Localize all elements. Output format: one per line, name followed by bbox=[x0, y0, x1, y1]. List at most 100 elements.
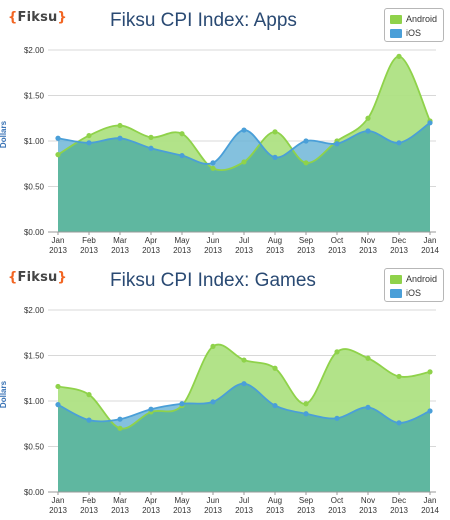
x-tick-label: Jun bbox=[207, 236, 220, 245]
android-point bbox=[117, 122, 123, 129]
android-point bbox=[241, 357, 247, 363]
ios-point bbox=[334, 415, 340, 421]
ios-point bbox=[55, 135, 61, 141]
android-point bbox=[86, 132, 92, 139]
ios-point bbox=[334, 141, 340, 147]
x-tick-label: Mar bbox=[113, 496, 127, 505]
x-tick-label: 2014 bbox=[421, 246, 439, 255]
legend-item-android[interactable]: Android bbox=[390, 14, 437, 24]
x-tick-label: Apr bbox=[145, 236, 158, 245]
x-tick-label: Oct bbox=[331, 496, 344, 505]
legend-label: Android bbox=[406, 14, 438, 24]
ios-point bbox=[241, 381, 247, 387]
x-tick-label: Dec bbox=[392, 496, 406, 505]
x-tick-label: Sep bbox=[299, 236, 314, 245]
x-tick-label: Aug bbox=[268, 236, 282, 245]
ios-point bbox=[179, 152, 185, 159]
ios-point bbox=[148, 145, 154, 151]
legend-item-ios[interactable]: iOS bbox=[390, 28, 421, 38]
y-tick-label: $2.00 bbox=[24, 46, 45, 55]
android-point bbox=[365, 115, 371, 121]
fiksu-logo: {Fiksu} bbox=[8, 10, 67, 25]
x-tick-label: 2013 bbox=[359, 506, 377, 515]
android-point bbox=[396, 373, 402, 380]
android-point bbox=[86, 392, 92, 398]
android-point bbox=[272, 129, 278, 135]
ios-point bbox=[55, 402, 61, 408]
x-tick-label: 2013 bbox=[173, 506, 191, 515]
y-tick-label: $1.50 bbox=[24, 92, 45, 101]
x-tick-label: 2013 bbox=[328, 506, 346, 515]
y-tick-label: $1.50 bbox=[24, 352, 45, 361]
android-point bbox=[117, 425, 123, 431]
chart-legend[interactable]: Android iOS bbox=[384, 8, 444, 42]
y-tick-label: $0.50 bbox=[24, 443, 45, 452]
ios-point bbox=[86, 417, 92, 423]
legend-item-android[interactable]: Android bbox=[390, 274, 437, 284]
x-tick-label: 2013 bbox=[142, 506, 160, 515]
ios-point bbox=[272, 402, 278, 409]
legend-item-ios[interactable]: iOS bbox=[390, 288, 421, 298]
legend-label: iOS bbox=[406, 28, 422, 38]
x-tick-label: Sep bbox=[299, 496, 314, 505]
x-tick-label: 2013 bbox=[297, 506, 315, 515]
x-tick-label: 2013 bbox=[297, 246, 315, 255]
chart-title: Fiksu CPI Index: Apps bbox=[110, 10, 297, 31]
x-tick-label: 2013 bbox=[111, 506, 129, 515]
android-swatch bbox=[390, 14, 402, 24]
x-tick-label: 2013 bbox=[359, 246, 377, 255]
ios-swatch bbox=[390, 288, 402, 298]
ios-point bbox=[272, 154, 278, 160]
x-tick-label: Aug bbox=[268, 496, 282, 505]
x-tick-label: Dec bbox=[392, 236, 406, 245]
x-tick-label: Jan bbox=[424, 496, 437, 505]
ios-point bbox=[427, 408, 433, 414]
ios-point bbox=[365, 128, 371, 134]
x-tick-label: Jun bbox=[207, 496, 220, 505]
x-tick-label: May bbox=[174, 496, 189, 505]
x-tick-label: 2013 bbox=[204, 246, 222, 255]
x-tick-label: Jul bbox=[239, 496, 249, 505]
games-chart-panel: {Fiksu} Fiksu CPI Index: Games Android i… bbox=[0, 260, 450, 520]
ios-point bbox=[365, 404, 371, 410]
y-tick-label: $1.00 bbox=[24, 397, 45, 406]
x-tick-label: 2013 bbox=[80, 506, 98, 515]
ios-point bbox=[117, 416, 123, 422]
x-tick-label: Nov bbox=[361, 496, 375, 505]
x-tick-label: 2013 bbox=[390, 246, 408, 255]
android-point bbox=[303, 401, 309, 407]
ios-point bbox=[241, 127, 247, 133]
legend-label: Android bbox=[406, 274, 438, 284]
ios-point bbox=[210, 399, 216, 405]
x-tick-label: 2013 bbox=[49, 246, 67, 255]
ios-point bbox=[396, 420, 402, 426]
x-tick-label: 2013 bbox=[173, 246, 191, 255]
x-tick-label: 2013 bbox=[204, 506, 222, 515]
chart-title: Fiksu CPI Index: Games bbox=[110, 270, 316, 291]
x-tick-label: Mar bbox=[113, 236, 127, 245]
legend-label: iOS bbox=[406, 288, 422, 298]
ios-point bbox=[303, 411, 309, 417]
x-tick-label: Feb bbox=[82, 496, 96, 505]
x-tick-label: Jul bbox=[239, 236, 249, 245]
apps-chart-panel: {Fiksu} Fiksu CPI Index: Apps Android iO… bbox=[0, 8, 444, 255]
android-point bbox=[241, 159, 247, 165]
x-tick-label: 2013 bbox=[266, 246, 284, 255]
y-tick-label: $0.50 bbox=[24, 183, 45, 192]
chart-legend[interactable]: Android iOS bbox=[384, 268, 444, 302]
android-point bbox=[210, 165, 216, 171]
y-tick-label: $0.00 bbox=[24, 488, 45, 497]
android-point bbox=[179, 131, 185, 137]
x-tick-label: 2014 bbox=[421, 506, 439, 515]
x-tick-label: 2013 bbox=[328, 246, 346, 255]
android-point bbox=[303, 160, 309, 166]
android-point bbox=[55, 152, 61, 158]
x-tick-label: 2013 bbox=[235, 246, 253, 255]
x-tick-label: 2013 bbox=[80, 246, 98, 255]
apps-chart-svg: $0.00$0.50$1.00$1.50$2.00Jan2013Feb2013M… bbox=[24, 46, 439, 255]
android-point bbox=[148, 134, 154, 140]
android-point bbox=[272, 365, 278, 371]
x-tick-label: Jan bbox=[52, 236, 65, 245]
android-point bbox=[396, 53, 402, 59]
ios-point bbox=[303, 138, 309, 144]
